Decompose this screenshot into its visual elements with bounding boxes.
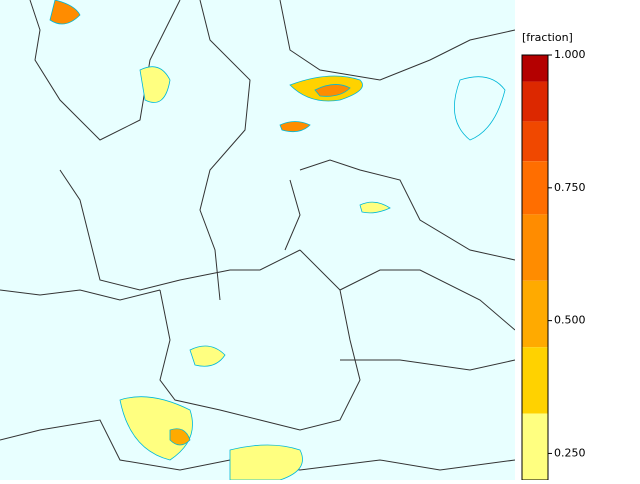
colorbar-band [522, 55, 548, 82]
colorbar-band [522, 121, 548, 162]
colorbar-tick-label: 0.500 [554, 314, 586, 327]
colorbar-band [522, 347, 548, 414]
colorbar-tick-label: 0.250 [554, 446, 586, 459]
colorbar-band [522, 81, 548, 122]
legend-title: [fraction] [522, 31, 573, 44]
colorbar-tick-label: 0.750 [554, 181, 586, 194]
borders [0, 0, 516, 471]
colorbar-band [522, 161, 548, 215]
colorbar-tick-label: 1.000 [554, 48, 586, 61]
map-background [0, 0, 515, 480]
colorbar-band [522, 413, 548, 480]
colorbar-band [522, 214, 548, 281]
colorbar-band [522, 280, 548, 348]
map-blobs [49, 0, 506, 481]
